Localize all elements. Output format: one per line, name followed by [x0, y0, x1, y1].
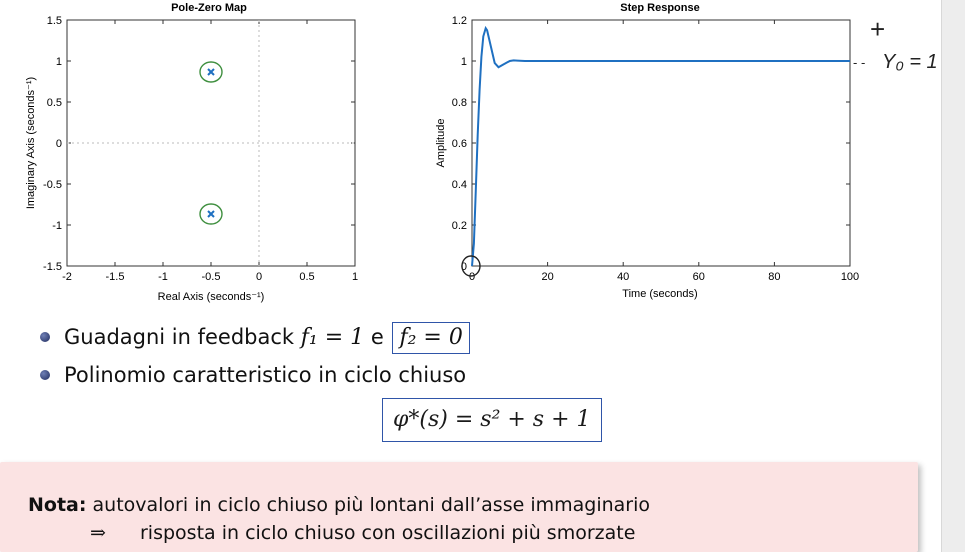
pole-zero-chart: Pole-Zero Map -2 -1.5 -1 -0.5 0 0.5 1-1.5-1-0.…: [25, 2, 358, 303]
note-box: Nota: autovalori in ciclo chiuso più lon…: [0, 462, 918, 552]
note-text-1: autovalori in ciclo chiuso più lontani d…: [86, 494, 651, 516]
bullet-text: Polinomio caratteristico in ciclo chiuso: [64, 363, 467, 387]
sr-y-tick-label: 0.2: [452, 220, 467, 232]
sr-y-axis-label: Amplitude: [435, 119, 447, 168]
step-response-chart: Step Response 0 20 40 60 80 100 0 0.2 0.4 0.6 0.8 1…: [435, 2, 859, 300]
sr-x-tick-label: 40: [617, 271, 629, 283]
pz-x-tick-label: 1: [352, 271, 358, 283]
note-line-1: Nota: autovalori in ciclo chiuso più lon…: [28, 494, 650, 516]
sr-x-tick-label: 100: [841, 271, 859, 283]
note-line-2: ⇒ risposta in ciclo chiuso con oscillazio…: [90, 522, 635, 544]
pole-marker: [207, 68, 215, 76]
pz-x-tick-label: 0.5: [299, 271, 314, 283]
sr-x-tick-label: 60: [693, 271, 705, 283]
sr-plot-frame: [471, 19, 851, 267]
note-label: Nota:: [28, 494, 87, 516]
bullet-polynomial: Polinomio caratteristico in ciclo chiuso: [38, 356, 918, 394]
implies-arrow: ⇒: [90, 522, 106, 544]
sr-y-tick-label: 1: [461, 56, 467, 68]
pz-y-tick-label: 0.5: [47, 97, 62, 109]
sr-y-tick-label: 0.6: [452, 138, 467, 150]
pz-x-tick-label: -1: [158, 271, 168, 283]
bullet-connector: e: [364, 325, 391, 349]
step-response-line: [471, 25, 850, 267]
pz-x-tick-label: -0.5: [202, 271, 221, 283]
sr-x-axis-label: Time (seconds): [622, 288, 697, 300]
bullet-dot: [40, 370, 50, 380]
sr-x-tick-label: 0: [469, 271, 475, 283]
pz-y-tick-label: -0.5: [43, 179, 62, 191]
bullet-text: Guadagni in feedback: [64, 325, 301, 349]
pz-x-axis-label: Real Axis (seconds⁻¹): [158, 291, 265, 303]
pole-circle-annotation: [199, 203, 223, 225]
sr-title: Step Response: [620, 2, 699, 14]
pz-x-tick-label: 0: [256, 271, 262, 283]
sr-x-tick-label: 20: [541, 271, 553, 283]
sr-x-tick-label: 80: [768, 271, 780, 283]
pz-y-tick-label: -1: [52, 220, 62, 232]
note-text-2: risposta in ciclo chiuso con oscillazion…: [140, 522, 636, 544]
pole-circle-annotation: [199, 61, 223, 83]
sr-y-tick-label: 0.8: [452, 97, 467, 109]
sr-y-tick-label: 0.4: [452, 179, 467, 191]
sr-y-tick-label: 0: [461, 261, 467, 273]
pz-y-axis-label: Imaginary Axis (seconds⁻¹): [25, 77, 37, 209]
charts-area: Pole-Zero Map -2 -1.5 -1 -0.5 0 0.5 1-1.5-1-0.…: [25, 2, 938, 303]
handwritten-plus: +: [870, 14, 885, 44]
characteristic-polynomial-formula: φ*(s) = s² + s + 1: [382, 398, 602, 442]
sidebar-strip: [941, 0, 965, 552]
pz-plot-frame: [66, 19, 356, 267]
handwritten-dash: - -: [853, 55, 865, 70]
pz-y-tick-label: 0: [56, 138, 62, 150]
pole-marker: [207, 210, 215, 218]
pz-x-tick-label: -1.5: [106, 271, 125, 283]
pz-y-tick-label: 1.5: [47, 15, 62, 27]
bullet-feedback-gains: Guadagni in feedback f₁ = 1 e f₂ = 0: [38, 318, 918, 356]
sr-y-tick-label: 1.2: [452, 15, 467, 27]
pz-y-tick-label: -1.5: [43, 261, 62, 273]
handwriting-annotations: + - - Y₀ = 1: [461, 14, 938, 277]
pz-title: Pole-Zero Map: [171, 2, 247, 14]
handwritten-origin-circle: [461, 255, 481, 277]
bullet-list: Guadagni in feedback f₁ = 1 e f₂ = 0 Pol…: [38, 318, 918, 394]
pz-x-tick-label: -2: [62, 271, 72, 283]
math-f2-boxed: f₂ = 0: [392, 322, 470, 354]
pz-y-tick-label: 1: [56, 56, 62, 68]
bullet-dot: [40, 332, 50, 342]
math-f1: f₁ = 1: [300, 325, 365, 350]
handwritten-y0: Y₀ = 1: [882, 51, 938, 73]
